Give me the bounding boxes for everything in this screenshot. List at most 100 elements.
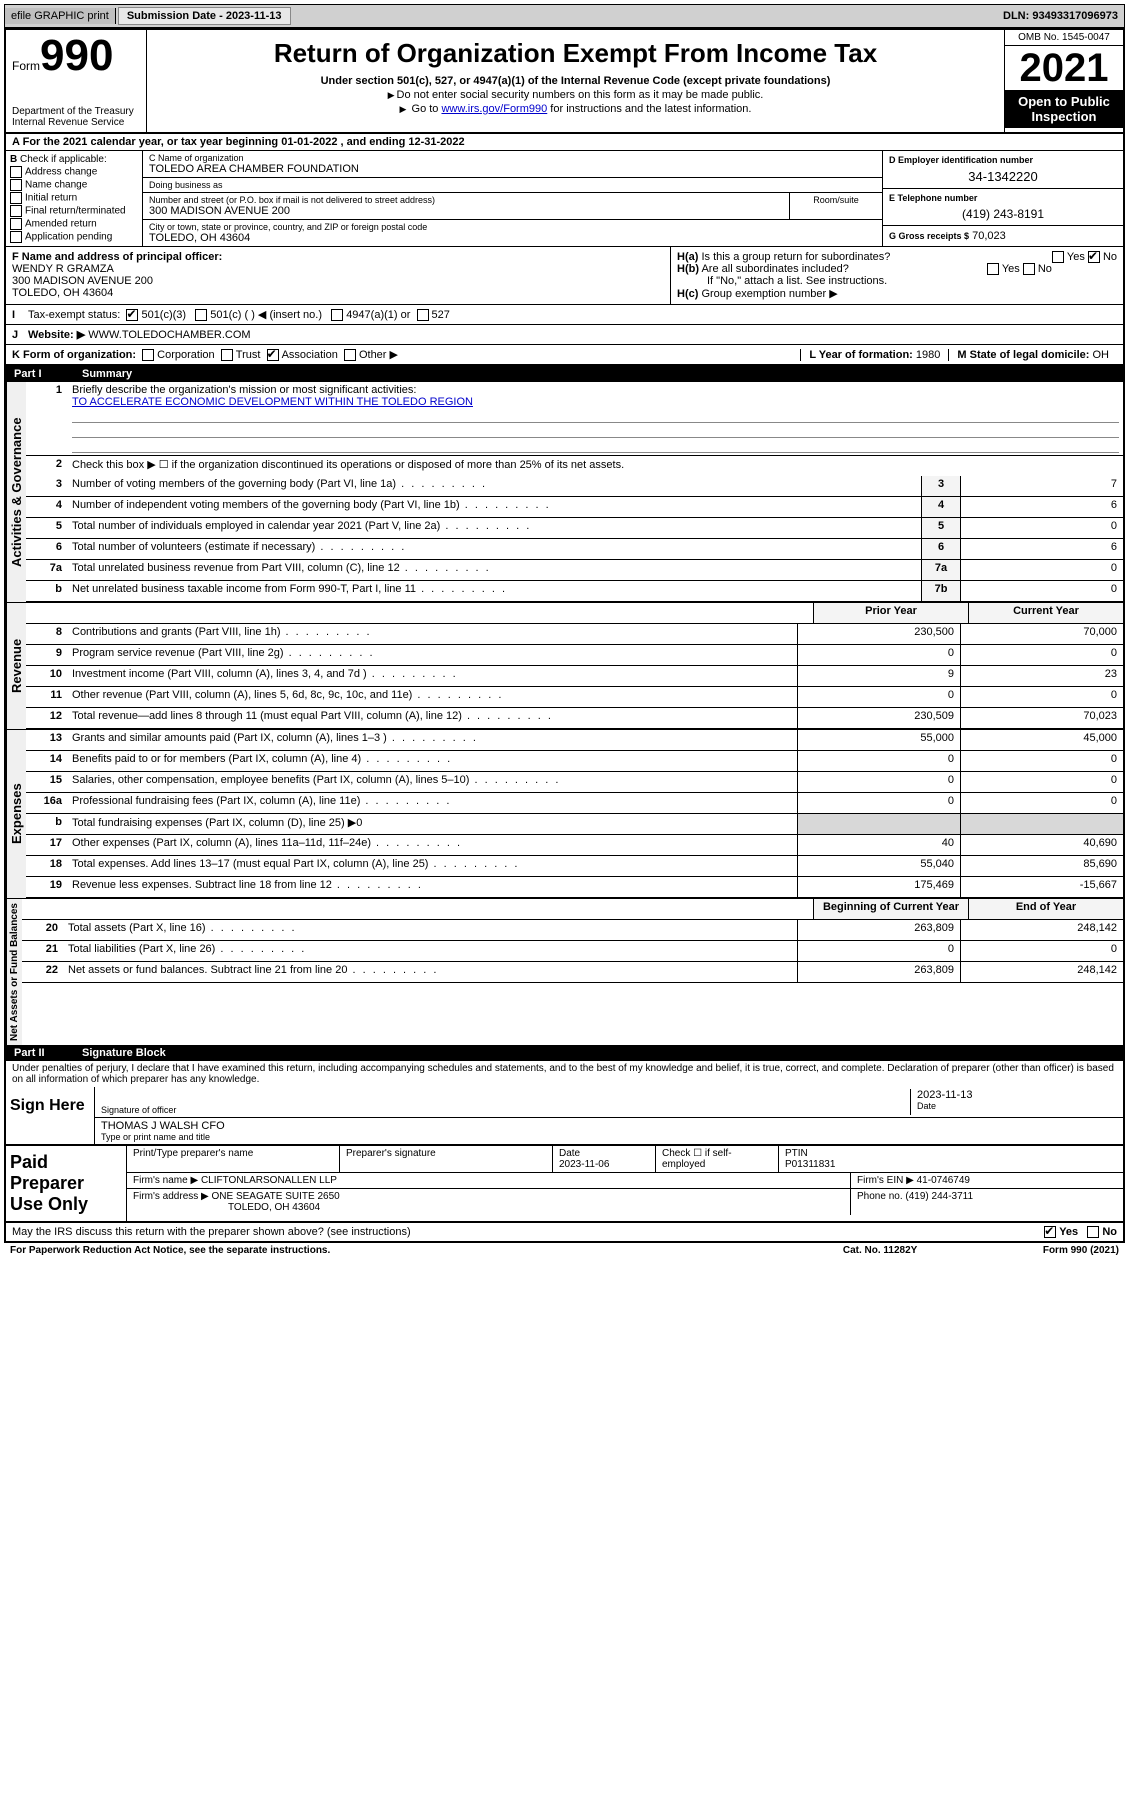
chk-amended-return[interactable] [10, 218, 22, 230]
summary-line: 13 Grants and similar amounts paid (Part… [26, 730, 1123, 751]
chk-527[interactable] [417, 309, 429, 321]
chk-4947[interactable] [331, 309, 343, 321]
section-b-c-d: B Check if applicable: Address change Na… [6, 151, 1123, 247]
net-assets-block: Net Assets or Fund Balances Beginning of… [6, 898, 1123, 1045]
form-subtitle: Under section 501(c), 527, or 4947(a)(1)… [155, 75, 996, 87]
form-word: Form [12, 59, 40, 73]
summary-line: 17 Other expenses (Part IX, column (A), … [26, 835, 1123, 856]
top-toolbar: efile GRAPHIC print Submission Date - 20… [4, 4, 1125, 28]
chk-501c3[interactable] [126, 309, 138, 321]
summary-line: 21 Total liabilities (Part X, line 26) 0… [22, 941, 1123, 962]
officer-addr2: TOLEDO, OH 43604 [12, 287, 664, 299]
tax-year: 2021 [1005, 46, 1123, 90]
row-k-l-m: K Form of organization: Corporation Trus… [6, 345, 1123, 366]
officer-addr1: 300 MADISON AVENUE 200 [12, 275, 664, 287]
col-prior-year: Prior Year [813, 603, 968, 623]
open-public-badge: Open to Public Inspection [1005, 90, 1123, 128]
chk-final-return[interactable] [10, 205, 22, 217]
chk-address-change[interactable] [10, 166, 22, 178]
summary-line: 19 Revenue less expenses. Subtract line … [26, 877, 1123, 898]
ein: 34-1342220 [889, 169, 1117, 184]
irs-link[interactable]: www.irs.gov/Form990 [441, 103, 547, 115]
part-ii-header: Part II Signature Block [6, 1045, 1123, 1061]
chk-other-org[interactable] [344, 349, 356, 361]
sign-here-label: Sign Here [6, 1087, 95, 1144]
part-i-header: Part I Summary [6, 366, 1123, 382]
firm-ein: 41-0746749 [917, 1175, 970, 1186]
vert-label-net-assets: Net Assets or Fund Balances [6, 899, 22, 1045]
chk-discuss-yes[interactable] [1044, 1226, 1056, 1238]
telephone: (419) 243-8191 [889, 207, 1117, 221]
form-year-block: OMB No. 1545-0047 2021 Open to Public In… [1004, 30, 1123, 132]
form-number: 990 [40, 31, 113, 80]
goto-note: Go to www.irs.gov/Form990 for instructio… [155, 103, 996, 115]
summary-line: 16a Professional fundraising fees (Part … [26, 793, 1123, 814]
row-i-tax-status: I Tax-exempt status: 501(c)(3) 501(c) ( … [6, 305, 1123, 325]
sig-date: 2023-11-13 [917, 1089, 1117, 1101]
chk-hb-yes[interactable] [987, 263, 999, 275]
row-a-tax-year: A For the 2021 calendar year, or tax yea… [6, 134, 1123, 151]
footer-mid: Cat. No. 11282Y [843, 1245, 1043, 1256]
col-current-year: Current Year [968, 603, 1123, 623]
section-f-h: F Name and address of principal officer:… [6, 247, 1123, 305]
summary-line: 14 Benefits paid to or for members (Part… [26, 751, 1123, 772]
state-domicile: OH [1093, 349, 1110, 361]
summary-line: 20 Total assets (Part X, line 16) 263,80… [22, 920, 1123, 941]
summary-line: 11 Other revenue (Part VIII, column (A),… [26, 687, 1123, 708]
mission-link[interactable]: TO ACCELERATE ECONOMIC DEVELOPMENT WITHI… [72, 396, 473, 408]
efile-label: efile GRAPHIC print [5, 8, 116, 24]
summary-line: 4 Number of independent voting members o… [26, 497, 1123, 518]
chk-application-pending[interactable] [10, 231, 22, 243]
footer-left: For Paperwork Reduction Act Notice, see … [10, 1245, 843, 1256]
footer-right: Form 990 (2021) [1043, 1245, 1119, 1256]
revenue-block: Revenue Prior Year Current Year 8 Contri… [6, 602, 1123, 729]
street-address: 300 MADISON AVENUE 200 [149, 205, 783, 217]
form-id-block: Form990 Department of the Treasury Inter… [6, 30, 147, 132]
chk-discuss-no[interactable] [1087, 1226, 1099, 1238]
form-title: Return of Organization Exempt From Incom… [155, 38, 996, 69]
vert-label-revenue: Revenue [6, 603, 26, 729]
paid-preparer-label: Paid Preparer Use Only [6, 1146, 126, 1221]
summary-line: 15 Salaries, other compensation, employe… [26, 772, 1123, 793]
form-header: Form990 Department of the Treasury Inter… [6, 30, 1123, 134]
year-formation: 1980 [916, 349, 940, 361]
chk-hb-no[interactable] [1023, 263, 1035, 275]
firm-addr1: ONE SEAGATE SUITE 2650 [212, 1191, 340, 1202]
firm-phone: (419) 244-3711 [905, 1191, 973, 1202]
city-state-zip: TOLEDO, OH 43604 [149, 232, 876, 244]
org-name: TOLEDO AREA CHAMBER FOUNDATION [149, 163, 876, 175]
col-end: End of Year [968, 899, 1123, 919]
firm-name: CLIFTONLARSONALLEN LLP [201, 1175, 337, 1186]
section-f-officer: F Name and address of principal officer:… [6, 247, 671, 304]
expenses-block: Expenses 13 Grants and similar amounts p… [6, 729, 1123, 898]
summary-line: 10 Investment income (Part VIII, column … [26, 666, 1123, 687]
omb-number: OMB No. 1545-0047 [1005, 30, 1123, 46]
section-c-name-address: C Name of organization TOLEDO AREA CHAMB… [143, 151, 882, 246]
officer-print-name: THOMAS J WALSH CFO [101, 1120, 1117, 1132]
form-container: Form990 Department of the Treasury Inter… [4, 28, 1125, 1243]
prep-date: 2023-11-06 [559, 1159, 609, 1170]
chk-501c[interactable] [195, 309, 207, 321]
col-beginning: Beginning of Current Year [813, 899, 968, 919]
ssn-note: Do not enter social security numbers on … [155, 89, 996, 101]
chk-name-change[interactable] [10, 179, 22, 191]
sign-here-block: Sign Here Signature of officer 2023-11-1… [6, 1087, 1123, 1144]
submission-date-button[interactable]: Submission Date - 2023-11-13 [118, 7, 291, 25]
summary-line: 12 Total revenue—add lines 8 through 11 … [26, 708, 1123, 729]
ptin: P01311831 [785, 1159, 835, 1170]
discuss-row: May the IRS discuss this return with the… [6, 1223, 1123, 1241]
chk-ha-no[interactable] [1088, 251, 1100, 263]
chk-corp[interactable] [142, 349, 154, 361]
chk-assoc[interactable] [267, 349, 279, 361]
chk-ha-yes[interactable] [1052, 251, 1064, 263]
dept-label: Department of the Treasury [12, 106, 140, 117]
summary-line: 8 Contributions and grants (Part VIII, l… [26, 624, 1123, 645]
irs-label: Internal Revenue Service [12, 117, 140, 128]
form-title-block: Return of Organization Exempt From Incom… [147, 30, 1004, 132]
chk-initial-return[interactable] [10, 192, 22, 204]
section-h-group: H(a) Is this a group return for subordin… [671, 247, 1123, 304]
chk-trust[interactable] [221, 349, 233, 361]
room-suite-label: Room/suite [790, 193, 882, 219]
page-footer: For Paperwork Reduction Act Notice, see … [4, 1243, 1125, 1258]
row-j-website: J Website: ▶ WWW.TOLEDOCHAMBER.COM [6, 325, 1123, 345]
